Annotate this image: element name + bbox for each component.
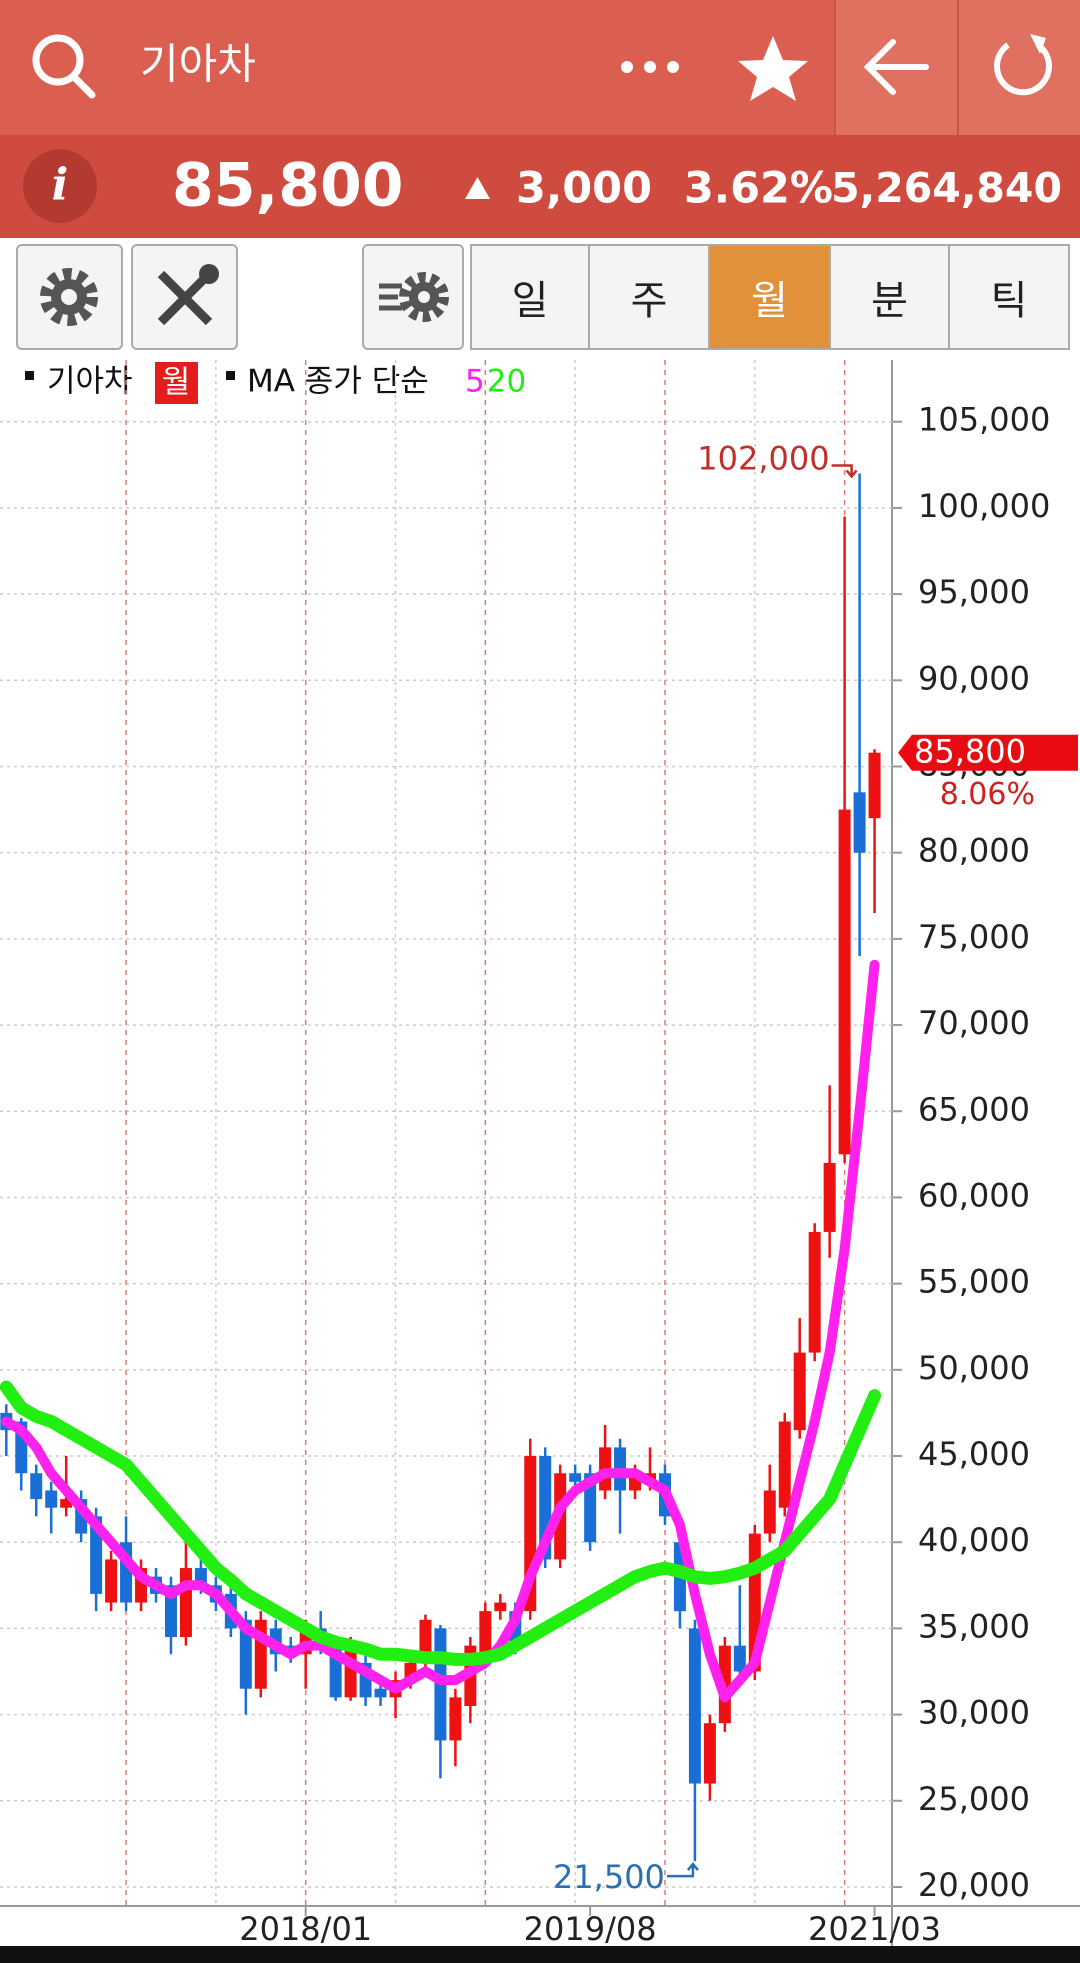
candle-body xyxy=(838,809,851,1155)
candle-body xyxy=(254,1619,267,1689)
legend-stock: 기아차 xyxy=(47,364,133,400)
candle-body xyxy=(733,1645,746,1672)
y-tick-label: 50,000 xyxy=(918,1349,1030,1387)
y-tick-label: 30,000 xyxy=(918,1694,1030,1732)
legend-bullet xyxy=(25,371,34,380)
legend-ma: MA 종가 단순 xyxy=(247,364,429,400)
candle-body xyxy=(344,1645,357,1698)
chart: 기아차 월 MA 종가 단순 5 20 20,000 25,000 30,000 35,0… xyxy=(0,360,1080,1963)
volume: 5,264,840 xyxy=(831,164,1062,212)
legend-bullet xyxy=(226,371,235,380)
min-arrow xyxy=(666,1862,699,1878)
legend-series: 5 xyxy=(465,364,485,400)
y-tick-label: 75,000 xyxy=(918,918,1030,956)
candle-body xyxy=(763,1490,776,1534)
search-icon[interactable] xyxy=(32,34,96,99)
candle-body xyxy=(45,1490,58,1508)
ma-line xyxy=(1,959,880,1703)
candle-body xyxy=(778,1421,791,1508)
y-tick-label: 35,000 xyxy=(918,1607,1030,1645)
candle-body xyxy=(808,1231,821,1353)
last-price-tag xyxy=(898,734,1078,771)
candle-body xyxy=(823,1162,836,1232)
y-tick-label: 60,000 xyxy=(918,1176,1030,1214)
y-tick-label: 20,000 xyxy=(918,1866,1030,1904)
legend-period-bg xyxy=(155,362,198,404)
period-tab[interactable]: 일 xyxy=(470,244,590,350)
more-icon[interactable] xyxy=(621,61,679,73)
period-tab[interactable]: 월 xyxy=(708,244,831,350)
change: 3,000 xyxy=(516,164,652,214)
y-tick-label: 95,000 xyxy=(918,573,1030,611)
y-tick-label: 70,000 xyxy=(918,1004,1030,1042)
candle-body xyxy=(853,792,866,853)
stock-name: 기아차 xyxy=(140,40,256,89)
candle-body xyxy=(374,1688,387,1698)
ma-line xyxy=(0,1380,882,1666)
y-tick-label: 25,000 xyxy=(918,1780,1030,1818)
candle-body xyxy=(688,1628,701,1784)
favorite-icon[interactable] xyxy=(738,36,808,101)
indicator-button[interactable] xyxy=(362,244,464,350)
last-change-label: 8.06% xyxy=(940,777,1035,812)
tools-button[interactable] xyxy=(131,244,238,350)
candle-body xyxy=(449,1697,462,1741)
period-tab[interactable]: 틱 xyxy=(948,244,1070,350)
candle-body xyxy=(703,1723,716,1784)
top-bar: 기아차 xyxy=(0,0,1080,135)
candle-body xyxy=(239,1619,252,1689)
period-tab[interactable]: 주 xyxy=(588,244,710,350)
y-tick-label: 55,000 xyxy=(918,1263,1030,1301)
change-pct: 3.62% xyxy=(684,164,833,214)
candle-body xyxy=(868,752,881,819)
y-tick-label: 45,000 xyxy=(918,1435,1030,1473)
candle-body xyxy=(105,1559,118,1603)
info-icon: i xyxy=(52,160,69,211)
y-tick-label: 105,000 xyxy=(918,401,1050,439)
period-tab[interactable]: 분 xyxy=(829,244,950,350)
legend-series: 20 xyxy=(487,364,526,400)
x-tick-label: 2018/01 xyxy=(239,1910,372,1948)
y-tick-label: 100,000 xyxy=(918,487,1050,525)
max-label: 102,000 xyxy=(697,439,829,477)
y-tick-label: 40,000 xyxy=(918,1521,1030,1559)
candle-body xyxy=(60,1499,73,1508)
settings-button[interactable] xyxy=(16,244,123,350)
candle-body xyxy=(793,1352,806,1431)
x-tick-label: 2019/08 xyxy=(524,1910,657,1948)
price: 85,800 xyxy=(172,151,404,221)
candle-body xyxy=(30,1473,43,1500)
y-tick-label: 90,000 xyxy=(918,659,1030,697)
quote-svg: i 85,800 3,000 3.62% 5,264,840 xyxy=(23,149,1062,223)
gear-icon xyxy=(40,268,98,326)
candle-body xyxy=(164,1585,177,1638)
candle-body xyxy=(569,1473,582,1482)
up-arrow xyxy=(465,177,490,199)
indicator-icon xyxy=(379,272,449,322)
max-arrow xyxy=(831,464,858,479)
candle-body xyxy=(479,1611,492,1655)
quote-bar: i 85,800 3,000 3.62% 5,264,840 xyxy=(0,135,1080,238)
candle-body xyxy=(494,1602,507,1612)
legend-period: 월 xyxy=(162,365,191,401)
min-label: 21,500 xyxy=(553,1858,665,1896)
y-tick-label: 65,000 xyxy=(918,1090,1030,1128)
candle-body xyxy=(179,1568,192,1638)
top-bar-svg: 기아차 xyxy=(32,0,1080,135)
y-tick-label: 80,000 xyxy=(918,832,1030,870)
tools-icon xyxy=(157,264,219,326)
info-button[interactable] xyxy=(23,149,97,223)
bottom-bar xyxy=(0,1946,1080,1963)
last-price-label: 85,800 xyxy=(914,733,1026,771)
back-icon[interactable] xyxy=(863,39,929,95)
x-tick-label: 2021/03 xyxy=(808,1910,941,1948)
candle-body xyxy=(584,1473,597,1543)
refresh-icon[interactable] xyxy=(994,34,1052,96)
